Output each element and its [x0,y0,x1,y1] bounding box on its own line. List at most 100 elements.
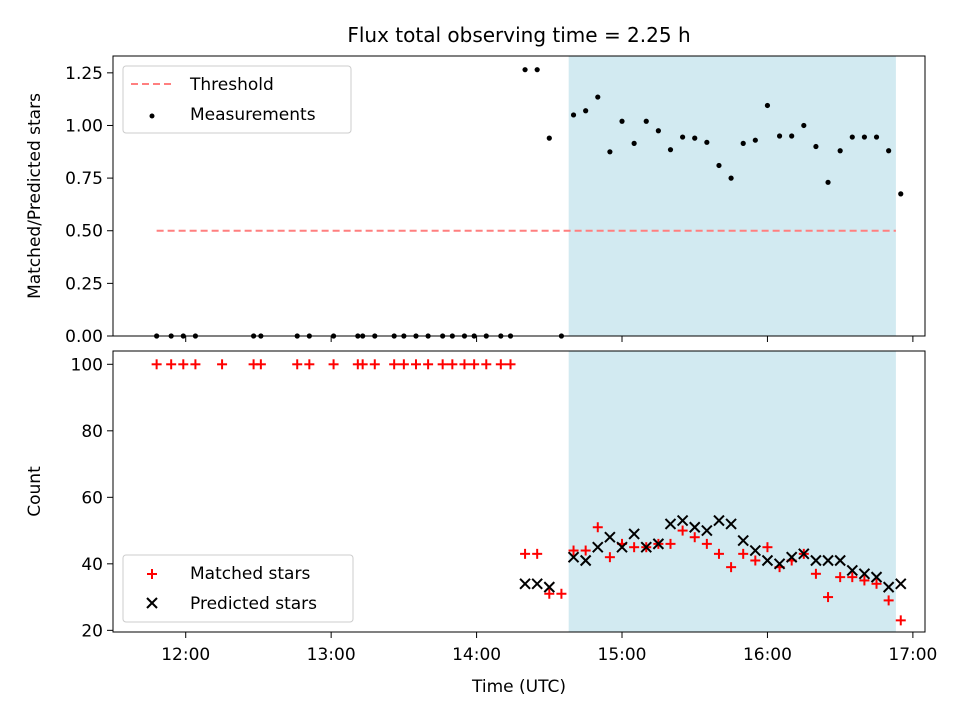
measurement-point [764,102,771,109]
x-tick-label: 12:00 [161,645,210,665]
predicted-star-point [652,538,665,550]
matched-star-point [883,595,894,606]
measurement-point [898,191,904,197]
matched-star-point [604,552,615,563]
matched-star-point [556,588,567,599]
predicted-star-point [689,521,701,533]
count-y-axis-label: Count [25,466,45,517]
matched-star-point [469,359,480,370]
count-legend: Matched stars Predicted stars [122,554,354,623]
matched-star-point [665,538,676,549]
measurement-point [704,139,710,145]
predicted-star-point [798,548,810,560]
measurement-point [667,147,674,153]
legend-threshold-label: Threshold [189,75,274,95]
predicted-star-point [895,578,907,590]
y-tick-label: 40 [81,555,103,575]
matched-star-point [410,359,421,370]
matched-star-point [357,359,368,370]
measurement-point [692,135,698,141]
matched-star-point [629,542,640,553]
matched-star-point [847,572,858,583]
ratio-panel: 0.00 0.25 0.50 0.75 1.00 1.25 Matched/Predict… [25,55,926,347]
predicted-star-point [604,531,616,543]
x-axis-label: Time (UTC) [471,677,566,697]
predicted-star-point [785,551,798,563]
matched-star-point [304,359,315,370]
measurement-point [607,149,613,155]
measurement-point [522,67,528,73]
matched-star-point [369,359,380,370]
legend-predicted-swatch [146,597,158,609]
matched-star-point [447,359,458,370]
predicted-star-point [858,568,871,580]
measurement-point [643,118,649,124]
matched-star-point [810,568,821,579]
observing-span-bottom [568,351,896,632]
matched-star-point [166,359,177,370]
y-tick-label: 100 [71,355,103,375]
measurement-point [716,162,722,169]
y-tick-label: 20 [81,621,103,641]
matched-star-point [689,532,700,543]
legend-measurements-label: Measurements [190,105,316,125]
matched-star-point [726,562,737,573]
measurement-point [837,148,843,154]
measurement-point [813,143,819,150]
predicted-star-point [749,544,762,557]
matched-star-point [580,545,591,556]
matched-star-point [895,615,906,626]
matched-star-point [178,359,189,370]
legend-matched-marker [147,569,157,579]
measurement-point [534,67,540,73]
matched-star-point [151,359,162,370]
predicted-star-point [725,518,737,530]
matched-star-point [532,548,543,559]
predicted-star-point [773,558,786,570]
matched-star-point [423,359,434,370]
predicted-star-point [676,514,689,527]
legend-matched-label: Matched stars [190,564,310,584]
matched-star-point [835,572,846,583]
predicted-star-point [870,571,883,583]
measurement-point [655,128,661,134]
ratio-legend-box [122,65,352,134]
matched-star-point [520,548,531,559]
predicted-star-point [628,528,640,540]
ratio-legend: Threshold Measurements [122,65,352,134]
matched-star-point [701,538,712,549]
matched-star-point [398,359,409,370]
predicted-star-point [701,524,713,537]
measurement-point [546,135,552,141]
matched-star-point [389,359,400,370]
y-tick-label: 0.50 [65,222,103,242]
matched-star-point [592,522,603,533]
predicted-star-point [579,554,592,567]
matched-star-point [859,575,870,586]
predicted-star-point [664,518,677,530]
matched-star-point [762,542,773,553]
x-tick-label: 16:00 [743,645,792,665]
measurement-point [801,122,807,129]
x-tick-label: 17:00 [888,645,937,665]
count-legend-box [122,554,354,623]
matched-star-point [255,359,266,370]
matched-star-point [481,359,492,370]
measurement-point [886,148,892,154]
matched-star-point [871,578,882,589]
matched-star-point [568,545,579,556]
measurement-point [595,94,601,100]
predicted-star-point [567,551,580,563]
measurement-point [740,140,746,146]
measurement-point [789,133,795,139]
measurement-point [861,134,868,140]
measurement-point [752,137,758,143]
ratio-y-axis-label: Matched/Predicted stars [25,93,45,299]
y-tick-label: 80 [81,422,103,442]
measurement-point [631,140,637,146]
count-panel-frame [112,350,926,633]
legend-predicted-label: Predicted stars [190,594,317,614]
y-tick-label: 1.25 [65,64,103,84]
measurement-point [873,134,880,140]
